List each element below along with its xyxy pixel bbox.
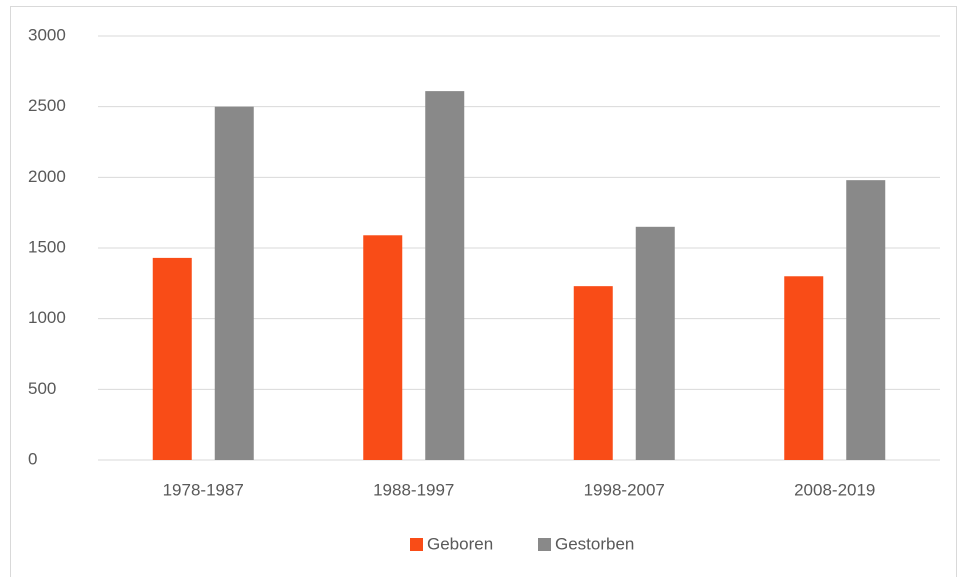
y-tick-label: 1500 bbox=[28, 237, 66, 256]
bar bbox=[214, 106, 254, 461]
y-tick-label: 3000 bbox=[28, 25, 66, 44]
legend-label: Geboren bbox=[427, 534, 493, 553]
y-tick-label: 0 bbox=[28, 449, 37, 468]
bar bbox=[573, 286, 613, 460]
legend-swatch bbox=[410, 538, 423, 551]
bar bbox=[425, 91, 465, 461]
bar bbox=[363, 235, 403, 460]
x-tick-label: 1998-2007 bbox=[584, 480, 665, 499]
bar bbox=[846, 180, 886, 460]
y-tick-label: 1000 bbox=[28, 308, 66, 327]
y-tick-label: 500 bbox=[28, 379, 56, 398]
legend-label: Gestorben bbox=[555, 534, 634, 553]
y-tick-label: 2500 bbox=[28, 96, 66, 115]
x-tick-label: 1988-1997 bbox=[373, 480, 454, 499]
bar bbox=[635, 226, 675, 460]
y-tick-label: 2000 bbox=[28, 167, 66, 186]
legend-swatch bbox=[538, 538, 551, 551]
x-tick-label: 2008-2019 bbox=[794, 480, 875, 499]
bar bbox=[784, 276, 824, 460]
x-tick-label: 1978-1987 bbox=[163, 480, 244, 499]
bar bbox=[152, 257, 192, 460]
